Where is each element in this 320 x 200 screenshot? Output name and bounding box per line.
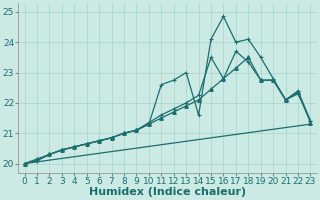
X-axis label: Humidex (Indice chaleur): Humidex (Indice chaleur) xyxy=(89,187,246,197)
